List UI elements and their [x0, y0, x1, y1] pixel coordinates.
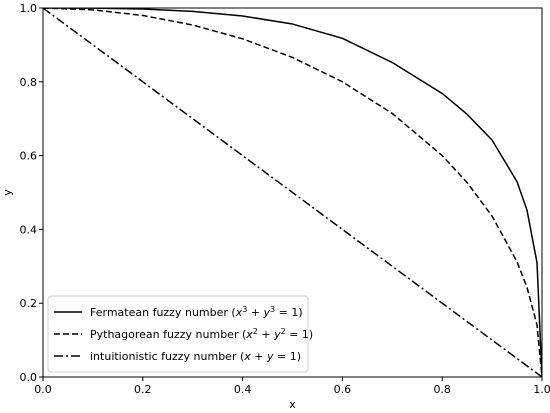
series-line-dashed — [43, 8, 542, 377]
legend-label: Pythagorean fuzzy number (x2 + y2 = 1) — [90, 327, 313, 342]
x-axis-label: x — [289, 398, 296, 411]
x-tick-label: 0.0 — [34, 383, 52, 396]
y-tick-label: 0.6 — [20, 150, 38, 163]
series-line-dashdot — [43, 8, 542, 377]
y-tick-label: 0.2 — [20, 297, 38, 310]
y-axis-label: y — [1, 189, 14, 196]
legend: Fermatean fuzzy number (x3 + y3 = 1) Pyth… — [47, 295, 313, 373]
legend-label: intuitionistic fuzzy number (x + y = 1) — [90, 350, 301, 363]
x-tick-label: 0.6 — [334, 383, 352, 396]
x-tick-label: 0.4 — [234, 383, 252, 396]
y-tick-label: 0.4 — [20, 223, 38, 236]
series-layer — [43, 8, 542, 377]
series-line-solid — [43, 8, 542, 377]
y-tick-label: 0.8 — [20, 76, 38, 89]
legend-box — [47, 295, 309, 373]
y-tick-label: 1.0 — [20, 2, 38, 15]
x-tick-label: 0.2 — [134, 383, 152, 396]
y-tick-label: 0.0 — [20, 371, 38, 384]
plot-frame — [42, 7, 543, 378]
ticks-layer: 0.0 0.2 0.4 0.6 0.8 1.0 0.0 0.2 0.4 0.6 0.8 1.0 — [20, 2, 550, 396]
x-tick-label: 0.8 — [433, 383, 451, 396]
x-tick-label: 1.0 — [533, 383, 550, 396]
legend-label: Fermatean fuzzy number (x3 + y3 = 1) — [90, 305, 303, 320]
